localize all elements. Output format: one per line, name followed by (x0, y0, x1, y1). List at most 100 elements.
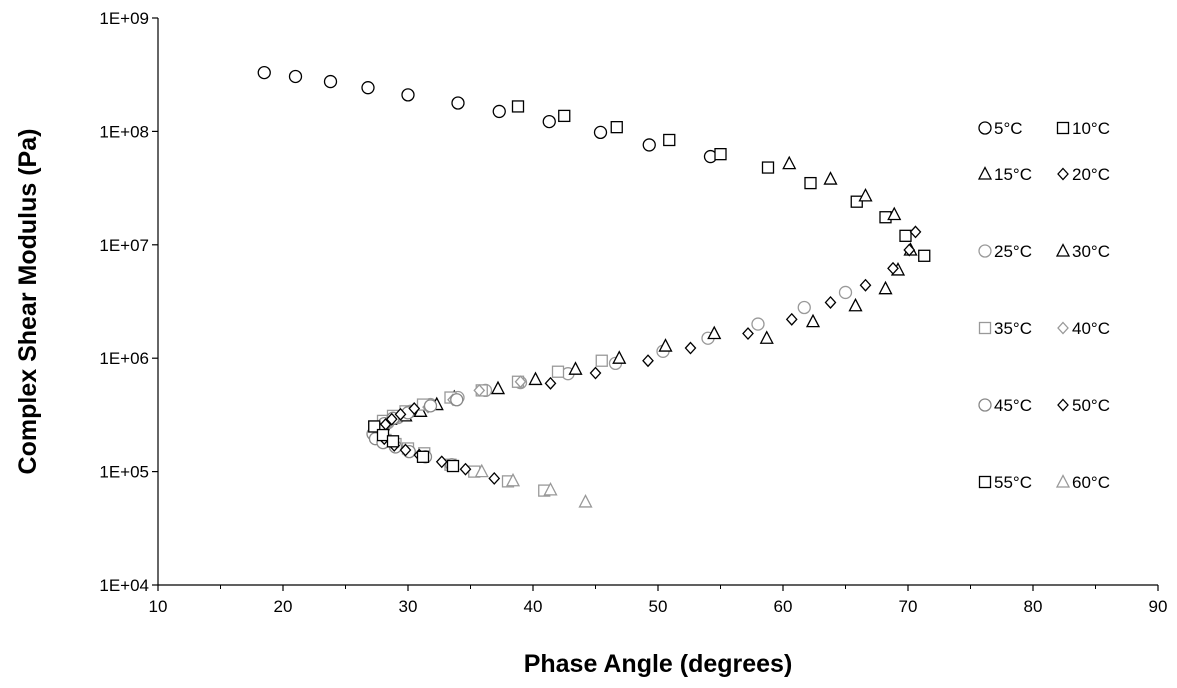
data-point (785, 312, 798, 326)
data-point (323, 74, 338, 89)
series-25c (367, 285, 853, 439)
data-point (859, 278, 872, 292)
y-tick-label: 1E+07 (99, 236, 149, 255)
data-point (887, 206, 902, 221)
data-point (918, 249, 931, 262)
data-point (663, 133, 676, 147)
data-point (850, 195, 863, 208)
data-point (761, 161, 775, 174)
series-10c (511, 100, 931, 262)
legend-marker (978, 398, 992, 412)
data-point (416, 450, 430, 463)
data-point (595, 354, 608, 367)
data-point (558, 109, 571, 123)
data-point (642, 138, 656, 152)
data-point (505, 472, 521, 487)
series-5c (257, 65, 718, 164)
series-30c (375, 325, 722, 431)
y-axis-ticks: 1E+04 1E+05 1E+06 1E+07 1E+08 1E+09 (99, 9, 158, 595)
axes (157, 18, 1158, 586)
data-point (878, 280, 893, 295)
data-point (684, 341, 697, 355)
data-point (797, 300, 811, 315)
legend-marker (977, 166, 993, 180)
legend-marker (1057, 321, 1069, 335)
data-point (511, 100, 525, 113)
data-point (887, 261, 899, 275)
data-point (514, 375, 527, 389)
x-tick-label: 40 (524, 597, 543, 616)
data-point (488, 471, 501, 485)
data-point (642, 354, 654, 368)
data-point (782, 155, 797, 170)
legend-label: 40°C (1072, 319, 1110, 338)
data-point (376, 428, 390, 442)
data-point (578, 494, 593, 508)
data-point (610, 121, 623, 134)
series-15c (759, 155, 918, 344)
data-point (386, 435, 400, 448)
data-points (257, 65, 931, 508)
legend-marker (1055, 243, 1071, 257)
legend-label: 45°C (994, 396, 1032, 415)
legend: 5°C 10°C 15°C 20°C 25°C 30°C 35°C 40°C 45°C 50°C 5… (977, 119, 1110, 492)
x-tick-label: 50 (649, 597, 668, 616)
legend-label: 35°C (994, 319, 1032, 338)
data-point (707, 325, 722, 340)
legend-marker (978, 321, 992, 335)
data-point (804, 176, 817, 190)
legend-label: 60°C (1072, 473, 1110, 492)
data-point (394, 407, 407, 421)
x-tick-label: 60 (774, 597, 793, 616)
legend-marker (1057, 167, 1069, 181)
legend-marker (1057, 398, 1069, 412)
data-point (899, 229, 912, 242)
data-point (459, 462, 472, 476)
series-20c (544, 225, 922, 390)
y-tick-label: 1E+09 (99, 9, 149, 28)
data-point (446, 459, 460, 473)
data-point (824, 296, 837, 309)
data-point (909, 225, 922, 239)
legend-label: 30°C (1072, 242, 1110, 261)
x-tick-label: 70 (899, 597, 918, 616)
data-point (593, 125, 608, 140)
y-axis-title: Complex Shear Modulus (Pa) (14, 129, 42, 475)
data-point (361, 81, 375, 95)
data-point (528, 371, 543, 386)
data-point (401, 88, 415, 102)
data-point (450, 393, 464, 407)
legend-label: 5°C (994, 119, 1023, 138)
data-point (544, 376, 557, 390)
series-55c (368, 420, 460, 473)
legend-marker (1055, 474, 1071, 488)
data-point (742, 327, 754, 341)
legend-label: 55°C (994, 473, 1032, 492)
legend-label: 10°C (1072, 119, 1110, 138)
data-point (492, 104, 506, 119)
x-tick-label: 80 (1024, 597, 1043, 616)
data-point (823, 171, 838, 185)
data-point (385, 412, 398, 426)
legend-marker (978, 121, 992, 135)
data-point (751, 317, 765, 331)
x-tick-label: 20 (274, 597, 293, 616)
legend-label: 20°C (1072, 165, 1110, 184)
data-point (589, 366, 602, 380)
x-tick-label: 10 (149, 597, 168, 616)
legend-label: 15°C (994, 165, 1032, 184)
data-point (490, 380, 506, 395)
data-point (474, 463, 489, 478)
x-axis-ticks: 10 20 30 40 50 60 70 80 90 (149, 585, 1167, 616)
x-tick-label: 30 (399, 597, 418, 616)
data-point (759, 330, 774, 344)
data-point (399, 443, 412, 457)
data-point (714, 148, 727, 161)
data-point (551, 365, 565, 378)
data-point (543, 481, 558, 496)
y-tick-label: 1E+06 (99, 349, 149, 368)
data-point (858, 187, 873, 202)
data-point (542, 114, 556, 129)
data-point (473, 383, 486, 397)
